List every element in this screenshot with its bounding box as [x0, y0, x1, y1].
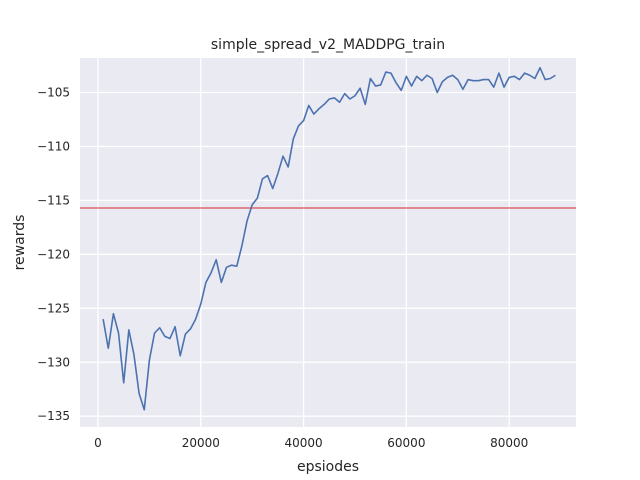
y-tick-label: −130 [37, 355, 70, 369]
x-tick-label: 0 [94, 436, 102, 450]
y-tick-label: −105 [37, 86, 70, 100]
x-axis-title: epsiodes [297, 459, 359, 475]
tick-labels: 0 20000 40000 60000 80000 −105 −110 −115 −120 −12… [37, 86, 528, 450]
y-tick-label: −115 [37, 193, 70, 207]
x-tick-label: 40000 [284, 436, 322, 450]
y-tick-label: −120 [37, 247, 70, 261]
x-tick-label: 20000 [182, 436, 220, 450]
y-tick-label: −125 [37, 301, 70, 315]
chart-title: simple_spread_v2_MADDPG_train [211, 37, 445, 53]
x-tick-label: 80000 [490, 436, 528, 450]
y-axis-title: rewards [12, 215, 28, 271]
x-tick-label: 60000 [387, 436, 425, 450]
y-tick-label: −110 [37, 139, 70, 153]
plot-area [80, 58, 576, 427]
y-tick-label: −135 [37, 409, 70, 423]
series-line [102, 66, 556, 411]
